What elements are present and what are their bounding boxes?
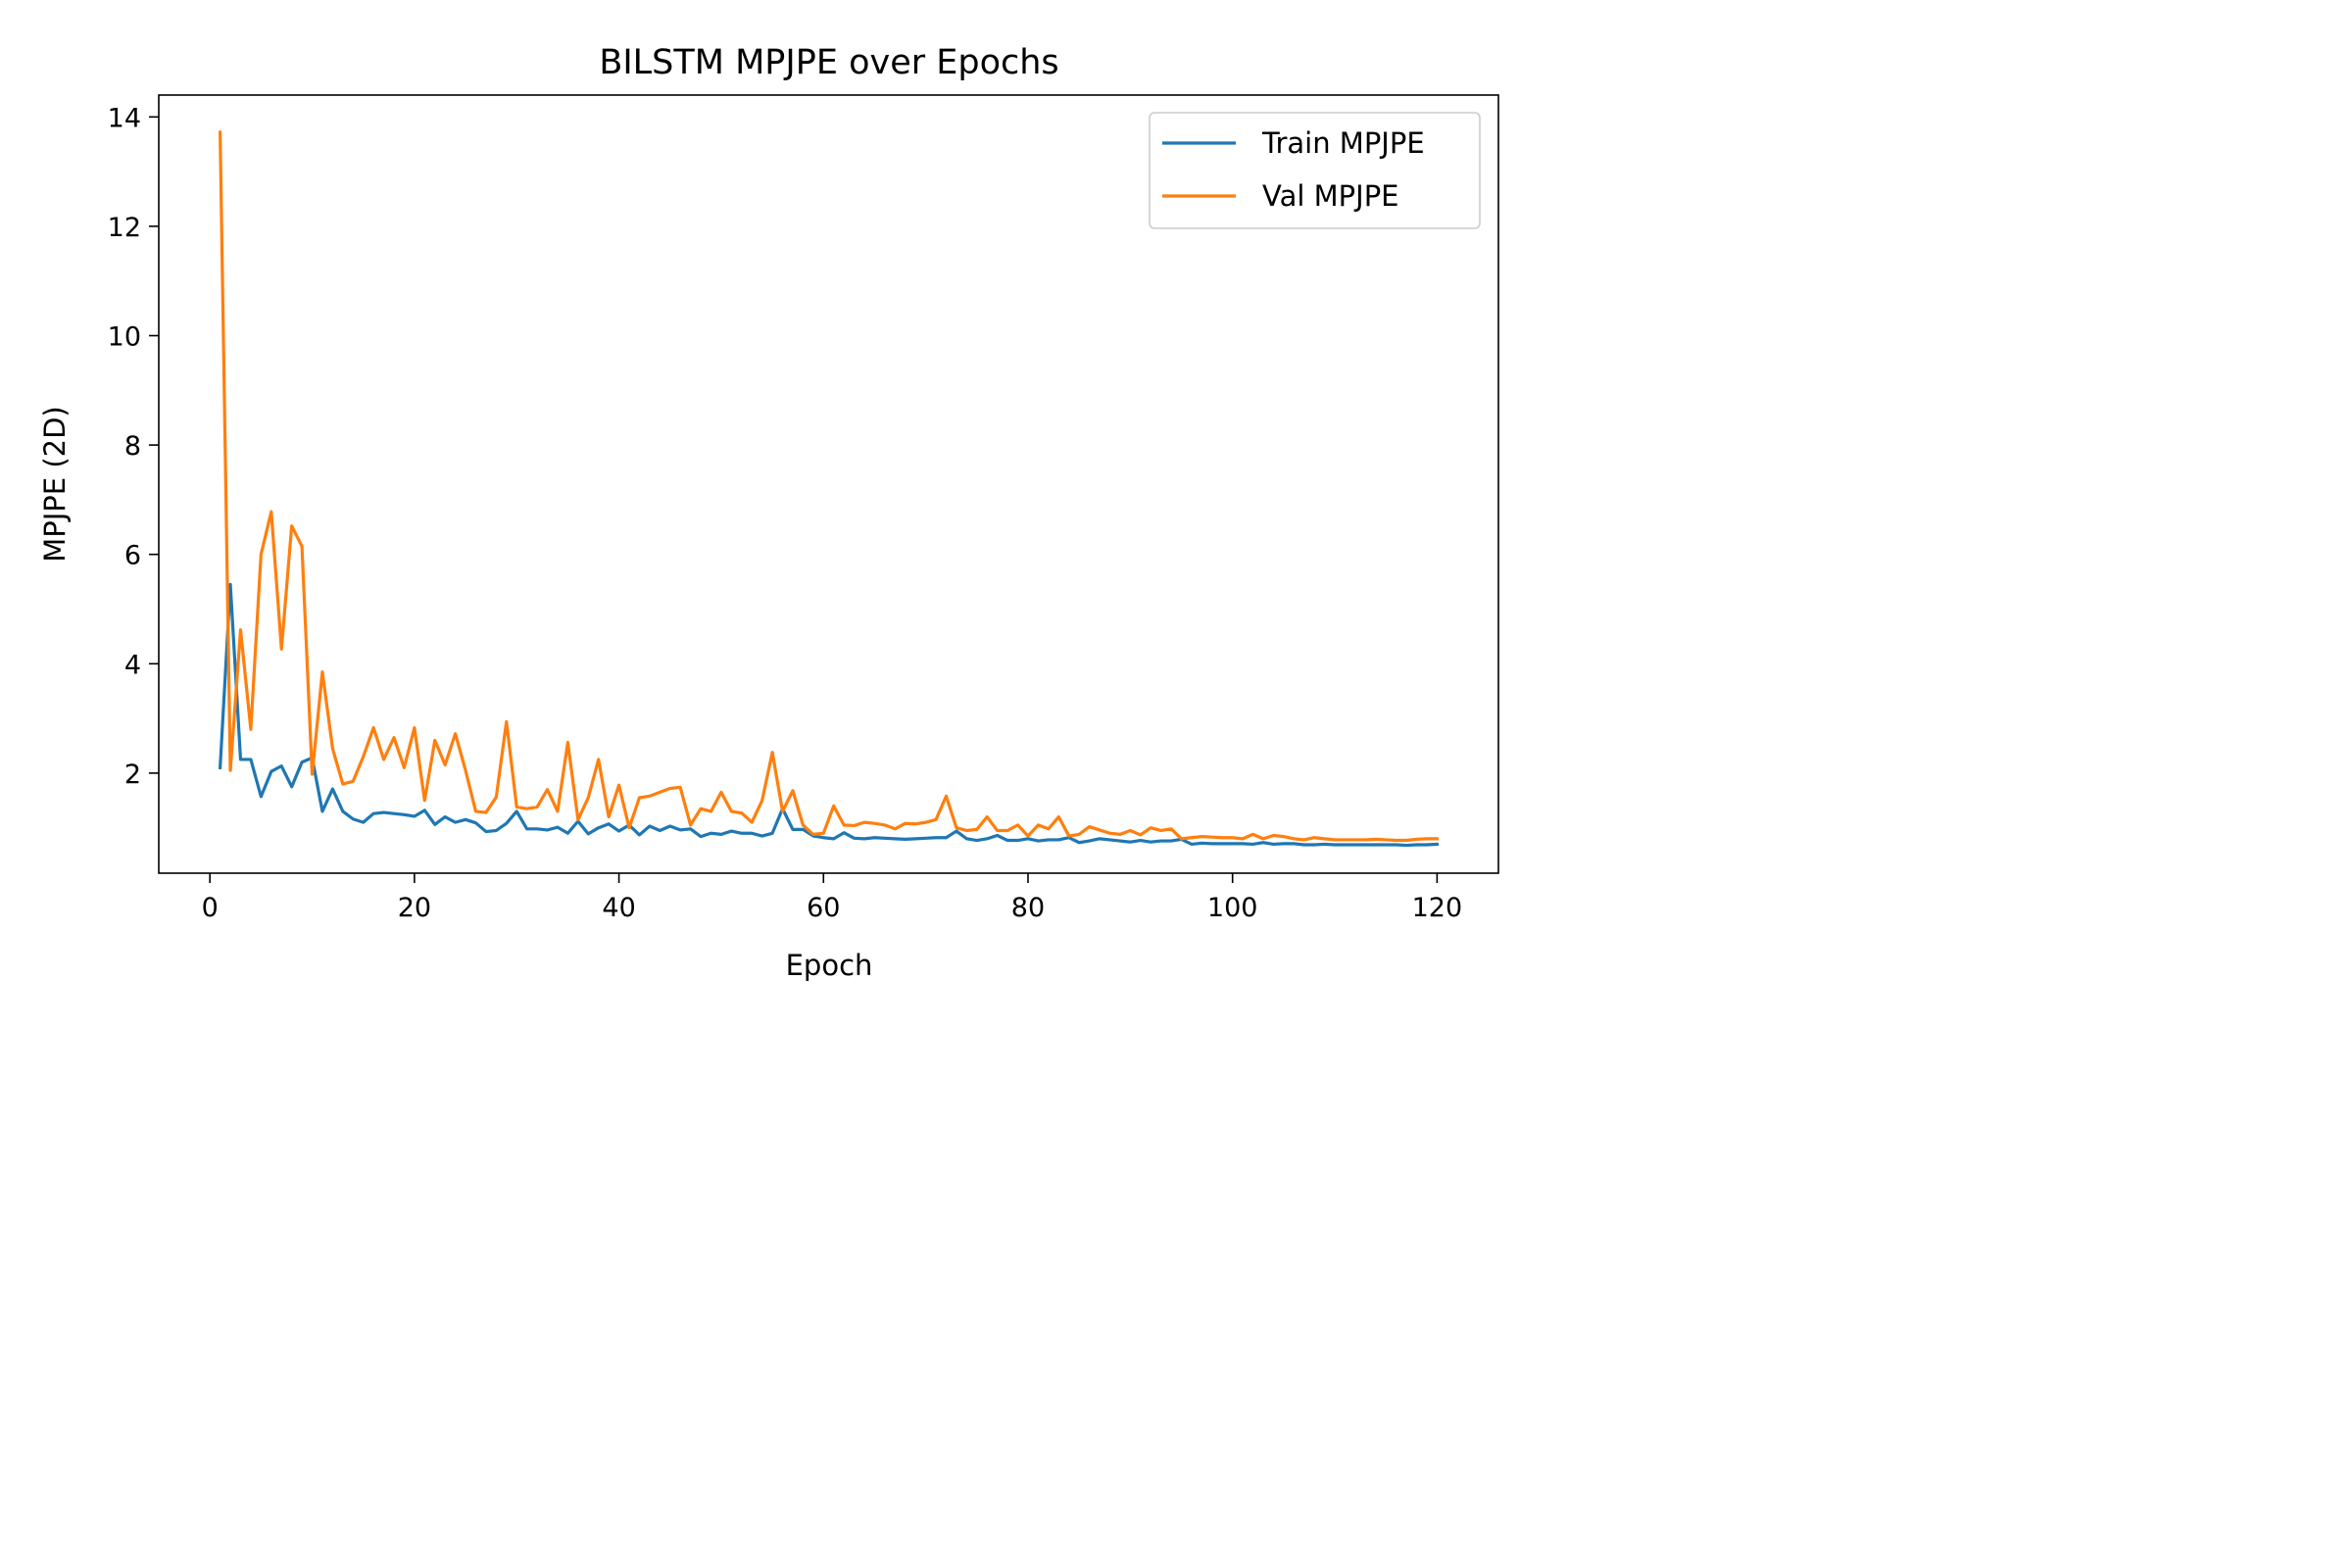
x-tick-label: 120 bbox=[1412, 893, 1463, 923]
x-tick-label: 0 bbox=[202, 893, 219, 923]
x-tick-label: 40 bbox=[602, 893, 635, 923]
x-axis: 0 20 40 60 80 100 120 bbox=[202, 873, 1463, 923]
y-tick-label: 8 bbox=[124, 431, 141, 462]
series-line-val-mpjpe bbox=[218, 130, 1439, 843]
y-axis: 2 4 6 8 10 12 14 bbox=[108, 103, 159, 790]
x-tick-label: 60 bbox=[807, 893, 840, 923]
chart-title: BILSTM MPJPE over Epochs bbox=[599, 43, 1058, 82]
y-axis-label: MPJPE (2D) bbox=[38, 406, 72, 563]
x-tick-label: 100 bbox=[1207, 893, 1258, 923]
line-chart: BILSTM MPJPE over Epochs 0 20 40 60 80 100 120… bbox=[0, 0, 1537, 1025]
y-tick-label: 6 bbox=[124, 541, 141, 571]
y-tick-label: 12 bbox=[108, 213, 141, 243]
legend: Train MPJPE Val MPJPE bbox=[1149, 112, 1481, 229]
legend-label: Train MPJPE bbox=[1261, 126, 1425, 160]
x-tick-label: 80 bbox=[1011, 893, 1045, 923]
series-line-train-mpjpe bbox=[218, 582, 1440, 848]
x-tick-label: 20 bbox=[398, 893, 431, 923]
y-tick-label: 2 bbox=[124, 760, 141, 790]
x-axis-label: Epoch bbox=[786, 949, 873, 982]
plot-area bbox=[218, 130, 1440, 848]
plot-frame bbox=[158, 94, 1499, 874]
y-tick-label: 14 bbox=[108, 103, 141, 133]
y-tick-label: 4 bbox=[124, 650, 141, 680]
y-tick-label: 10 bbox=[108, 322, 141, 353]
legend-label: Val MPJPE bbox=[1262, 179, 1399, 213]
